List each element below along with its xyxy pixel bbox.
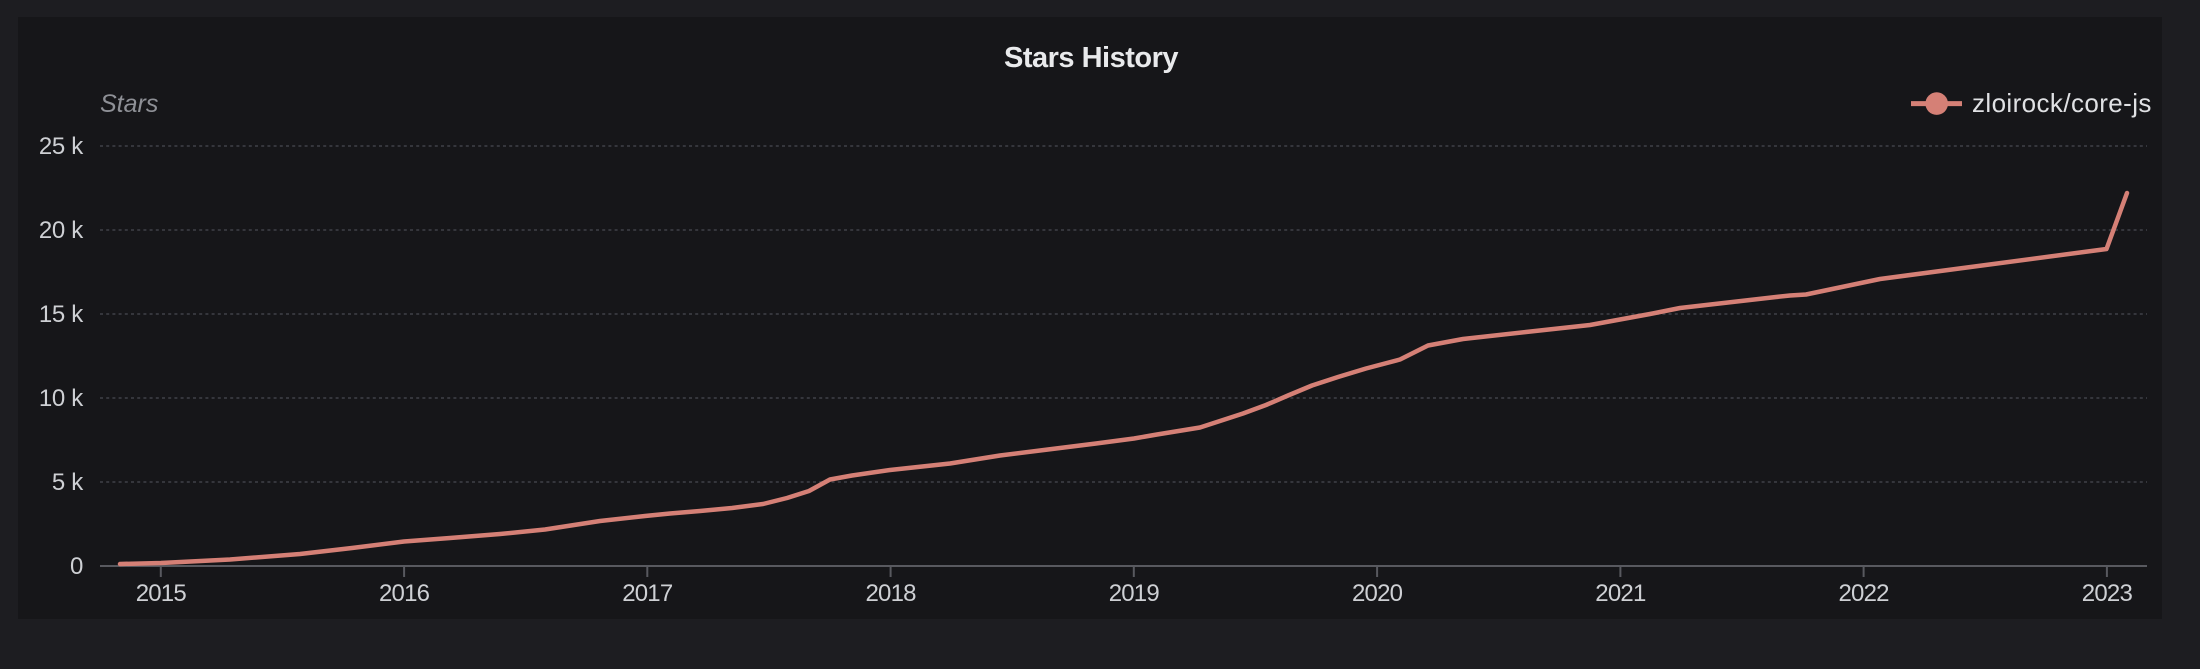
svg-text:10 k: 10 k — [39, 385, 84, 412]
svg-text:zloirock/core-js: zloirock/core-js — [1972, 88, 2152, 118]
svg-text:2019: 2019 — [1109, 580, 1160, 607]
svg-text:2020: 2020 — [1352, 580, 1403, 607]
svg-text:2018: 2018 — [865, 580, 916, 607]
svg-text:5 k: 5 k — [52, 469, 84, 496]
svg-text:15 k: 15 k — [39, 301, 84, 328]
svg-text:20 k: 20 k — [39, 217, 84, 244]
svg-text:2021: 2021 — [1595, 580, 1646, 607]
svg-text:2017: 2017 — [622, 580, 673, 607]
svg-text:Stars: Stars — [100, 90, 158, 118]
svg-text:0: 0 — [70, 553, 83, 580]
svg-text:2023: 2023 — [2082, 580, 2133, 607]
svg-text:2016: 2016 — [379, 580, 430, 607]
svg-text:Stars History: Stars History — [1004, 42, 1178, 74]
svg-text:2015: 2015 — [136, 580, 187, 607]
svg-text:25 k: 25 k — [39, 133, 84, 160]
svg-text:2022: 2022 — [1838, 580, 1889, 607]
